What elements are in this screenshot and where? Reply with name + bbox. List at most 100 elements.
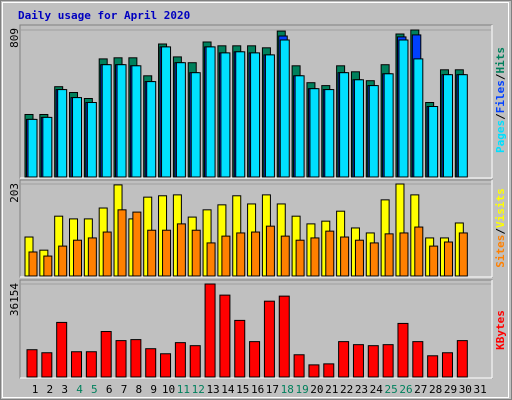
bar	[309, 88, 320, 178]
bar	[323, 363, 335, 378]
bar	[278, 295, 290, 378]
x-tick-label: 14	[221, 383, 235, 396]
bar	[412, 341, 424, 378]
bar	[339, 72, 350, 178]
x-tick-label: 2	[47, 383, 54, 396]
bar	[161, 46, 172, 178]
x-tick-label: 23	[355, 383, 368, 396]
x-tick-label: 27	[414, 383, 427, 396]
bar	[130, 339, 142, 378]
y-tick-label: 809	[8, 28, 21, 48]
chart-title: Daily usage for April 2020	[18, 9, 190, 22]
bar	[147, 229, 157, 277]
bar	[250, 52, 261, 178]
bar	[116, 64, 127, 178]
bar	[204, 283, 216, 378]
bar	[399, 232, 409, 277]
legend-entry: KBytes	[494, 310, 507, 350]
x-tick-label: 13	[206, 383, 219, 396]
bar	[428, 105, 439, 178]
x-tick-label: 19	[295, 383, 308, 396]
legend-entry: Sites	[494, 235, 507, 268]
bar	[145, 348, 157, 378]
bar	[413, 58, 424, 178]
bar	[28, 251, 38, 277]
bar	[308, 364, 320, 378]
bar	[205, 46, 216, 178]
x-tick-label: 7	[121, 383, 128, 396]
bar	[131, 65, 142, 178]
bar	[115, 340, 127, 378]
bar	[221, 235, 231, 277]
bar	[398, 39, 409, 178]
bar	[176, 223, 186, 277]
bar	[251, 231, 261, 277]
bar	[324, 89, 335, 178]
bar	[294, 75, 305, 178]
bar	[57, 89, 68, 178]
bar	[26, 349, 38, 378]
bar	[85, 351, 97, 378]
x-tick-label: 28	[429, 383, 442, 396]
bar	[102, 231, 112, 277]
x-tick-label: 29	[444, 383, 457, 396]
legend: KBytes	[494, 310, 507, 350]
bar	[146, 81, 157, 178]
legend-entry: Pages	[494, 120, 507, 153]
bar	[117, 209, 127, 277]
bar	[58, 245, 68, 277]
y-tick-label: 36154	[8, 283, 21, 316]
x-tick-label: 17	[266, 383, 279, 396]
x-tick-label: 1	[32, 383, 39, 396]
bar	[132, 211, 142, 277]
x-tick-label: 18	[281, 383, 294, 396]
bar	[190, 72, 201, 178]
bar	[353, 79, 364, 178]
bar	[264, 54, 275, 178]
bar	[457, 74, 468, 178]
x-tick-label: 15	[236, 383, 249, 396]
x-tick-label: 22	[340, 383, 353, 396]
x-tick-label: 4	[76, 383, 83, 396]
bar	[235, 51, 246, 178]
bar	[427, 355, 439, 378]
x-tick-label: 6	[106, 383, 113, 396]
bar	[101, 64, 112, 178]
bar	[414, 226, 424, 277]
bar	[249, 341, 261, 378]
bar	[100, 331, 112, 378]
bar	[338, 341, 350, 378]
bar	[73, 239, 83, 277]
bar	[43, 255, 53, 277]
bar	[234, 319, 246, 378]
bar	[175, 62, 186, 178]
x-tick-label: 31	[474, 383, 487, 396]
legend-entry: Visits	[494, 188, 507, 228]
bar	[71, 351, 83, 378]
bar	[206, 242, 216, 277]
x-tick-label: 8	[136, 383, 143, 396]
legend-separator: /	[494, 228, 507, 235]
legend-entry: Hits	[494, 47, 507, 74]
bar	[368, 85, 379, 178]
bar	[87, 237, 97, 277]
bar	[280, 235, 290, 277]
x-tick-label: 3	[61, 383, 68, 396]
bar	[456, 340, 468, 378]
legend-separator: /	[494, 73, 507, 80]
bar	[236, 232, 246, 277]
x-tick-label: 9	[150, 383, 157, 396]
bar	[442, 74, 453, 178]
bar	[352, 344, 364, 378]
bar	[367, 345, 379, 378]
bar	[191, 229, 201, 277]
bar	[160, 353, 172, 378]
bar	[72, 97, 83, 178]
bar	[397, 322, 409, 378]
x-tick-label: 10	[162, 383, 175, 396]
bar	[441, 352, 453, 378]
bar	[42, 116, 53, 178]
